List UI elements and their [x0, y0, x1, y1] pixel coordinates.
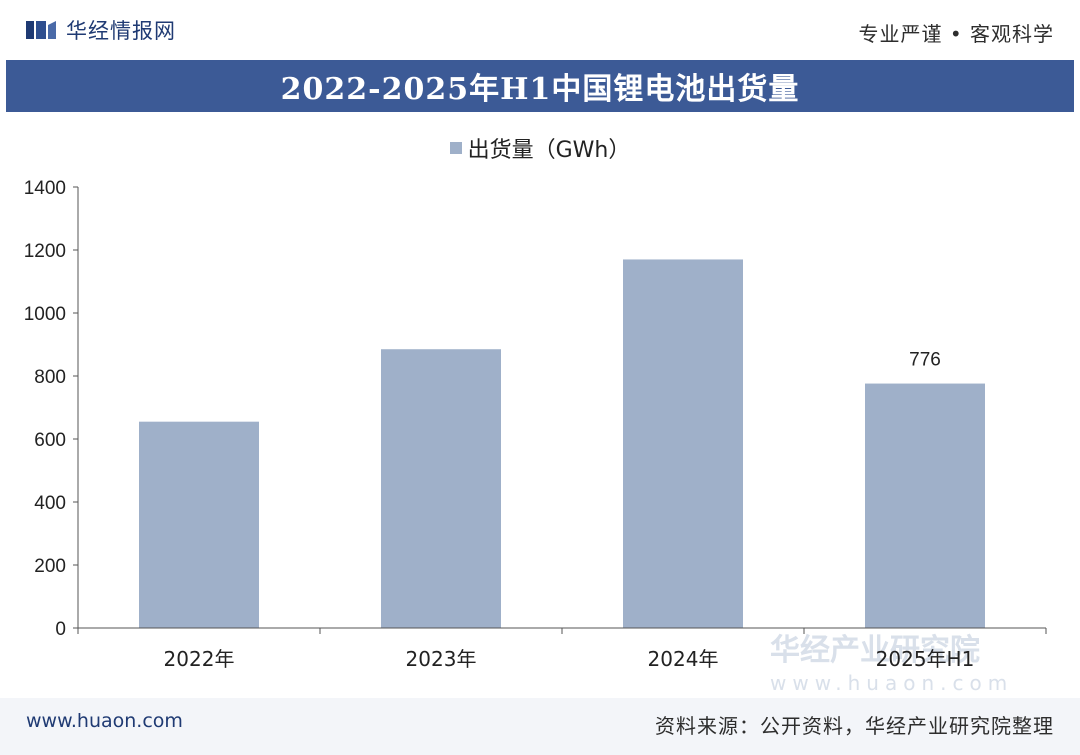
bar [623, 259, 743, 628]
footer-source: 资料来源：公开资料，华经产业研究院整理 [655, 714, 1054, 738]
x-tick-label: 2023年 [406, 647, 477, 671]
brand[interactable]: 华经情报网 [26, 16, 176, 44]
header-bar: 华经情报网 专业严谨 • 客观科学 [0, 0, 1080, 60]
brand-name: 华经情报网 [66, 19, 176, 43]
bars-group: 776 [139, 259, 985, 628]
y-tick-label: 200 [34, 556, 66, 577]
bar [139, 421, 259, 628]
y-tick-label: 600 [34, 430, 66, 451]
y-axis: 0 200 400 600 800 1000 1200 1400 [24, 178, 79, 640]
x-axis: 2022年 2023年 2024年 2025年H1 [77, 627, 1047, 671]
huajing-logo-icon [26, 21, 56, 39]
x-tick-label: 2022年 [164, 647, 235, 671]
y-tick-label: 800 [34, 367, 66, 388]
y-tick-label: 400 [34, 493, 66, 514]
bar-chart: 华经产业研究院 www.huaon.com 776 0 200 400 600 800 1… [24, 178, 1047, 695]
footer: www.huaon.com 资料来源：公开资料，华经产业研究院整理 [0, 698, 1080, 755]
watermark-url: www.huaon.com [770, 671, 1013, 695]
legend: 出货量（GWh） [0, 132, 1080, 164]
legend-swatch [449, 142, 462, 154]
watermark: 华经产业研究院 www.huaon.com [770, 633, 1013, 695]
x-tick-label: 2024年 [648, 647, 719, 671]
title-band: 2022-2025年H1中国锂电池出货量 [6, 60, 1074, 112]
chart-title: 2022-2025年H1中国锂电池出货量 [280, 72, 800, 107]
slogan: 专业严谨 • 客观科学 [858, 22, 1054, 46]
y-tick-label: 1400 [24, 178, 66, 199]
y-tick-label: 1200 [24, 241, 66, 262]
footer-url[interactable]: www.huaon.com [26, 710, 183, 732]
y-tick-label: 1000 [24, 304, 66, 325]
bar [381, 349, 501, 628]
bar [865, 383, 985, 628]
watermark-name: 华经产业研究院 [770, 633, 980, 668]
data-label: 776 [909, 350, 941, 371]
y-tick-label: 0 [55, 619, 66, 640]
x-tick-label: 2025年H1 [876, 647, 975, 671]
legend-label: 出货量（GWh） [467, 138, 631, 163]
